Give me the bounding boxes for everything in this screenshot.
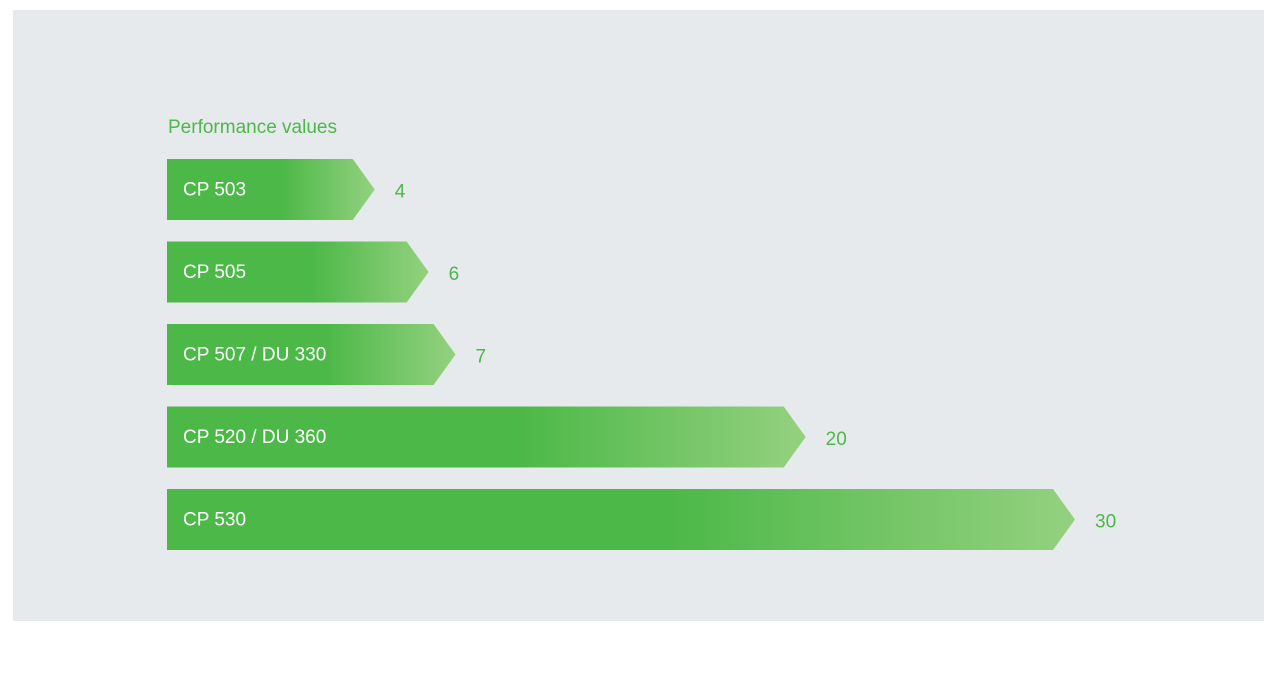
value-label: 6	[449, 264, 460, 285]
bar	[167, 241, 429, 303]
bar-label: CP 507 / DU 330	[183, 345, 326, 366]
bar-label: CP 505	[183, 262, 246, 283]
bar-label: CP 503	[183, 180, 246, 201]
bar-label: CP 530	[183, 510, 246, 531]
value-label: 20	[826, 429, 847, 450]
bar	[167, 489, 1075, 550]
bar	[167, 324, 456, 385]
chart-title: Performance values	[168, 117, 337, 138]
bar-label: CP 520 / DU 360	[183, 427, 326, 448]
bar	[167, 159, 375, 220]
value-label: 30	[1095, 512, 1116, 533]
bar	[167, 406, 806, 468]
value-label: 4	[395, 182, 406, 203]
value-label: 7	[476, 347, 487, 368]
